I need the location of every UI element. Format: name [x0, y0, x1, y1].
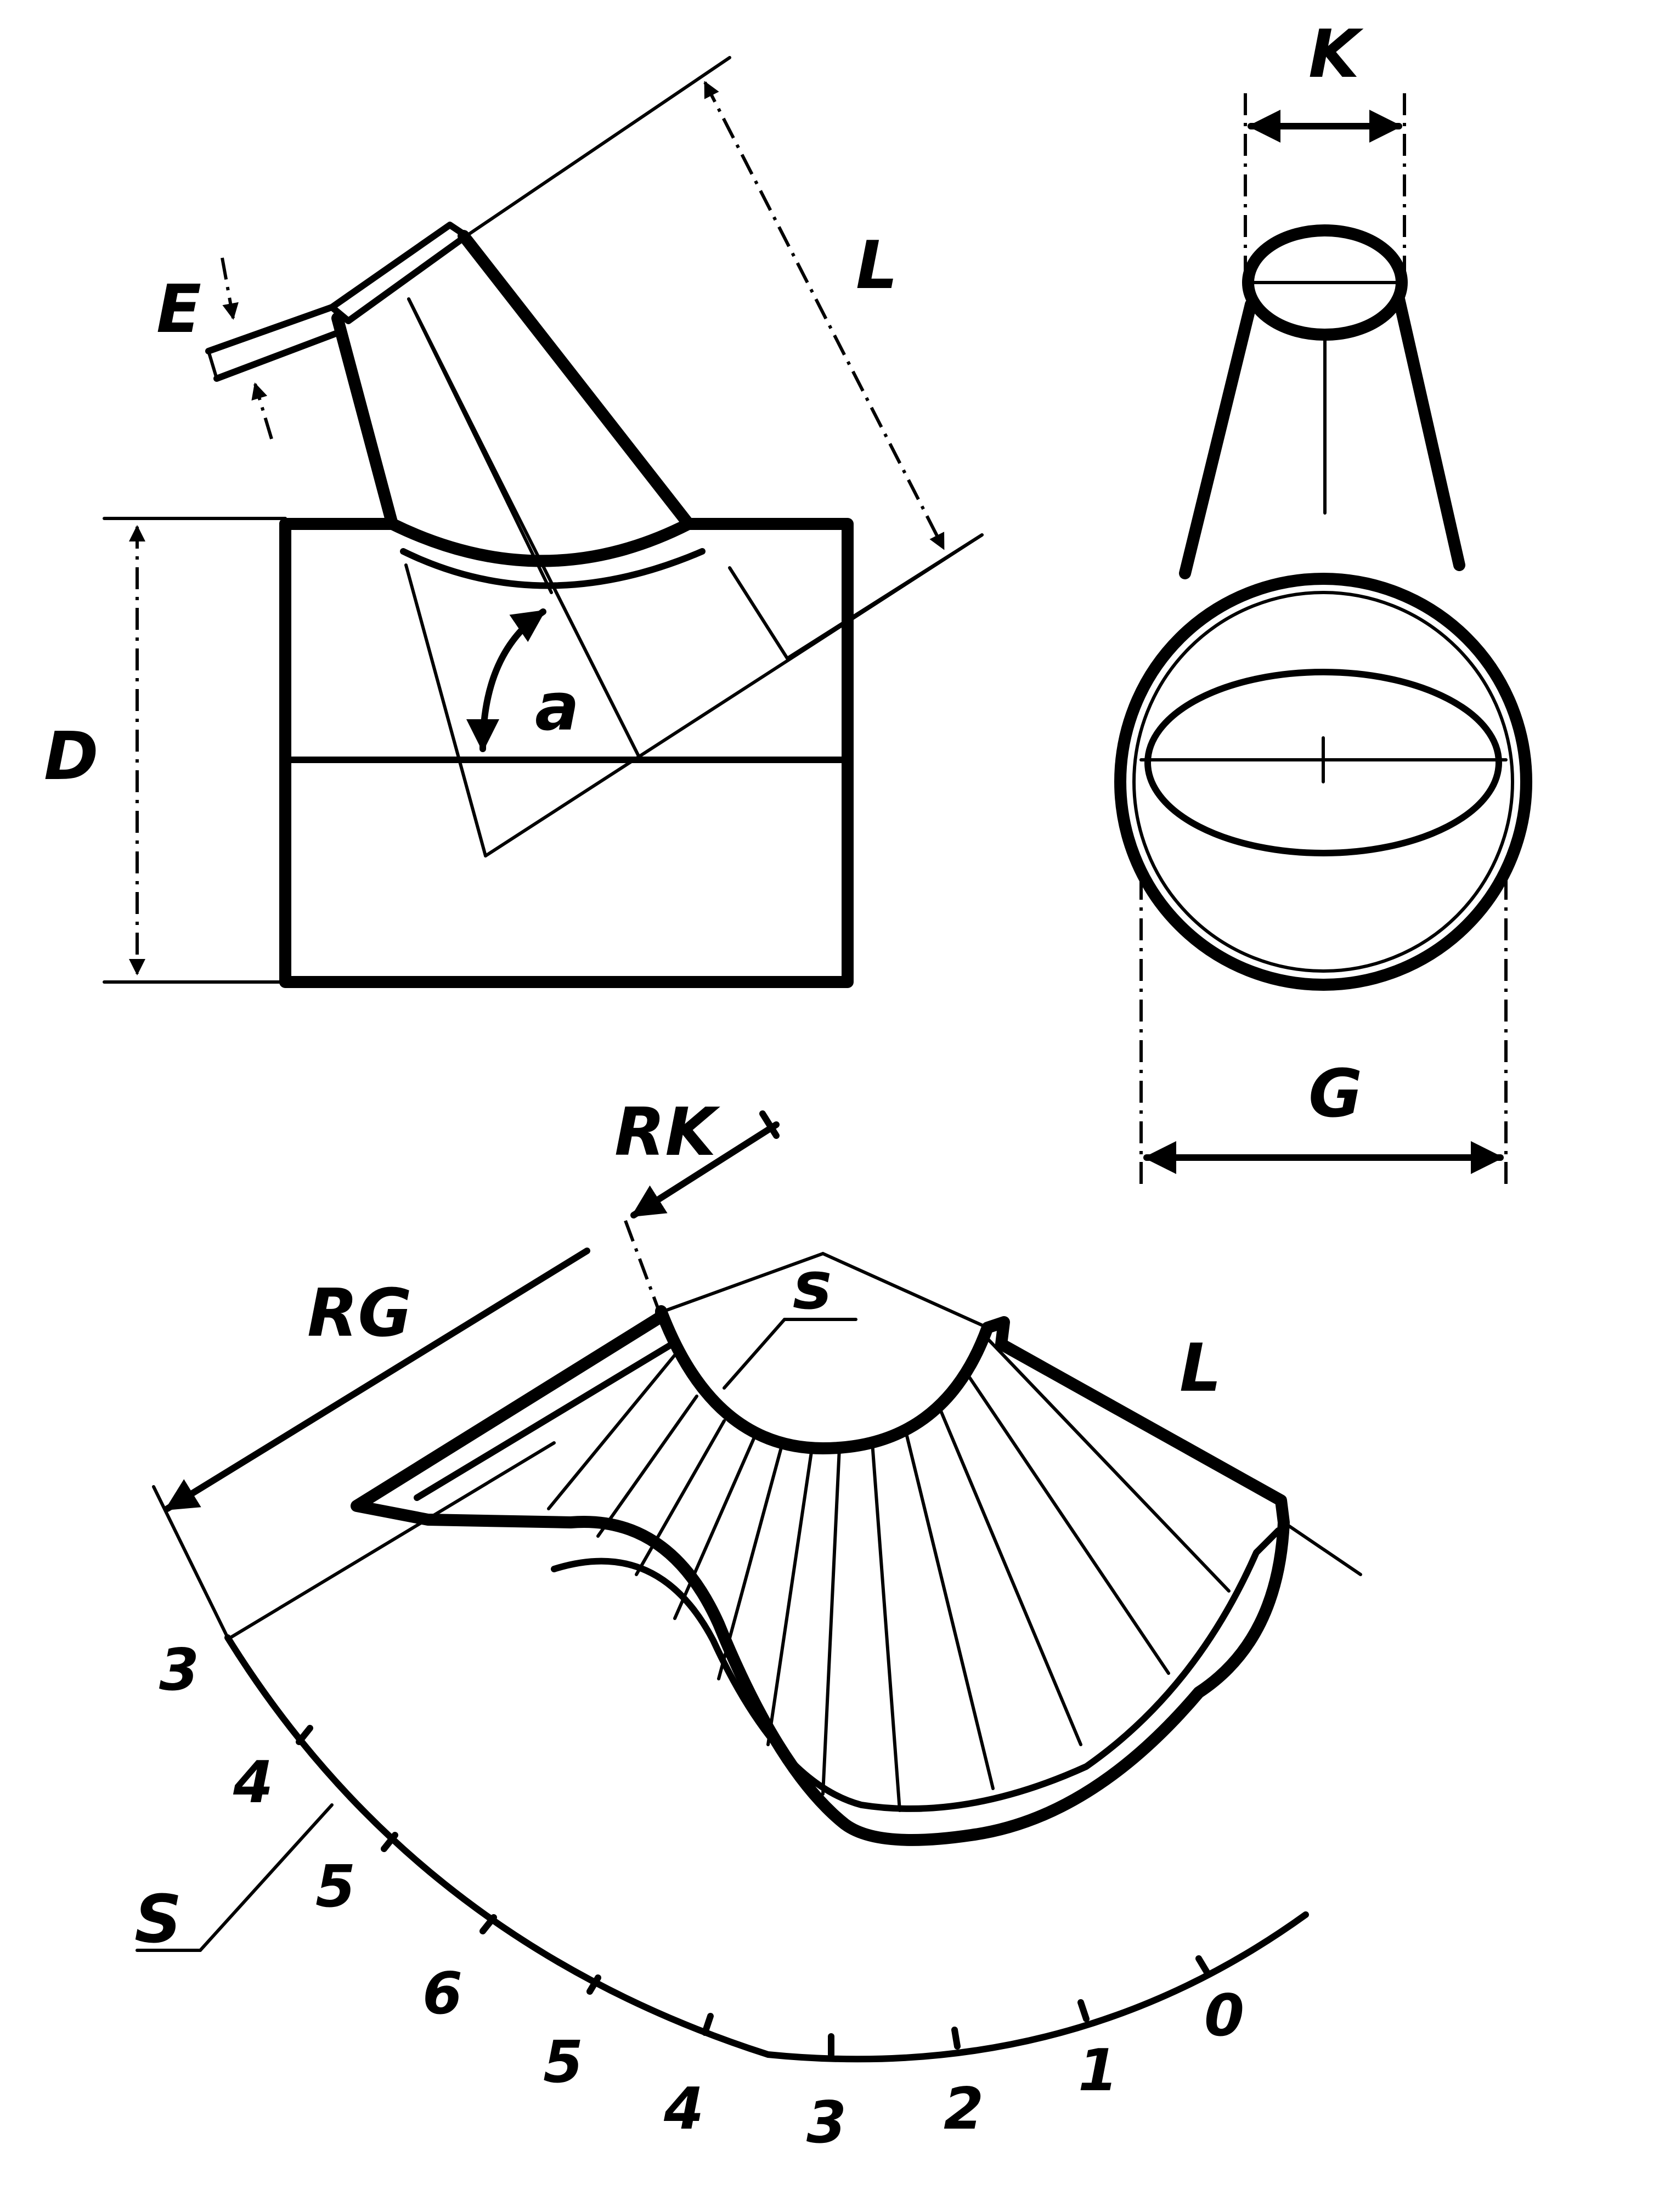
development-view: RK RG s L S 3 4 5 6 5 4 3 2 1 0 — [134, 1094, 1362, 2156]
scale-number: 3 — [806, 2089, 847, 2156]
scale-number: 0 — [1204, 1982, 1244, 2049]
radial-lines — [547, 1337, 1231, 1812]
label-L-top: L — [856, 228, 898, 304]
label-RK: RK — [614, 1094, 720, 1171]
label-s: s — [793, 1248, 832, 1324]
scale-number: 2 — [944, 2075, 984, 2142]
side-view: K G — [1114, 16, 1532, 1185]
label-RG: RG — [307, 1276, 412, 1352]
scale-number: 4 — [233, 1749, 273, 1816]
label-G: G — [1308, 1056, 1363, 1132]
label-E: E — [156, 272, 201, 348]
scale-number: 5 — [543, 2029, 583, 2096]
label-D: D — [44, 719, 99, 795]
scale-number: 3 — [159, 1637, 199, 1703]
scale-number: 5 — [315, 1853, 356, 1920]
label-S: S — [134, 1882, 182, 1958]
label-L-bottom: L — [1180, 1330, 1221, 1407]
scale-number: 4 — [663, 2075, 704, 2142]
scale-number: 1 — [1078, 2037, 1118, 2104]
front-view: E L D a — [44, 56, 984, 988]
label-K: K — [1308, 16, 1364, 93]
scale-numbers: 3 4 5 6 5 4 3 2 1 0 — [159, 1637, 1244, 2156]
scale-number: 6 — [422, 1960, 462, 2027]
label-angle-a: a — [535, 669, 579, 746]
scale-ticks — [296, 1725, 1210, 2058]
